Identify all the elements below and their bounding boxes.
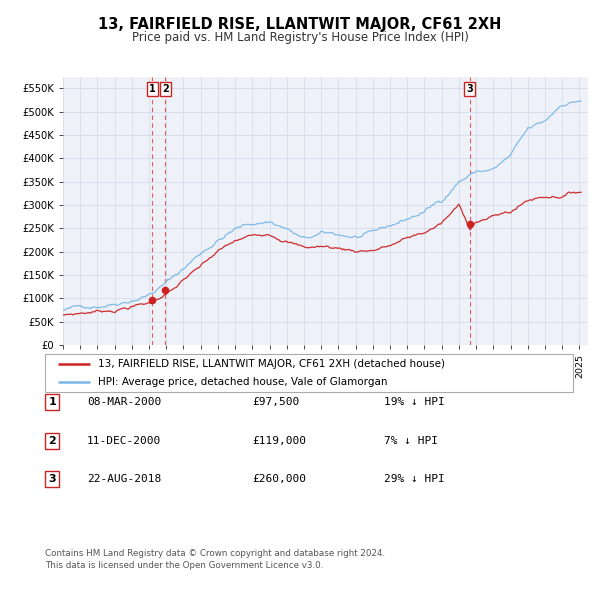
Text: This data is licensed under the Open Government Licence v3.0.: This data is licensed under the Open Gov…	[45, 561, 323, 570]
Text: 2: 2	[49, 436, 56, 445]
Text: 1: 1	[149, 84, 156, 94]
Text: 11-DEC-2000: 11-DEC-2000	[87, 436, 161, 445]
Text: 7% ↓ HPI: 7% ↓ HPI	[384, 436, 438, 445]
Text: £260,000: £260,000	[252, 474, 306, 484]
Text: HPI: Average price, detached house, Vale of Glamorgan: HPI: Average price, detached house, Vale…	[98, 377, 388, 387]
Text: 29% ↓ HPI: 29% ↓ HPI	[384, 474, 445, 484]
Text: 19% ↓ HPI: 19% ↓ HPI	[384, 398, 445, 407]
Text: 2: 2	[162, 84, 169, 94]
Text: Contains HM Land Registry data © Crown copyright and database right 2024.: Contains HM Land Registry data © Crown c…	[45, 549, 385, 558]
Text: 13, FAIRFIELD RISE, LLANTWIT MAJOR, CF61 2XH (detached house): 13, FAIRFIELD RISE, LLANTWIT MAJOR, CF61…	[98, 359, 445, 369]
Text: £119,000: £119,000	[252, 436, 306, 445]
Text: 22-AUG-2018: 22-AUG-2018	[87, 474, 161, 484]
FancyBboxPatch shape	[45, 354, 573, 392]
Text: Price paid vs. HM Land Registry's House Price Index (HPI): Price paid vs. HM Land Registry's House …	[131, 31, 469, 44]
Text: 3: 3	[467, 84, 473, 94]
Text: 3: 3	[49, 474, 56, 484]
Text: 13, FAIRFIELD RISE, LLANTWIT MAJOR, CF61 2XH: 13, FAIRFIELD RISE, LLANTWIT MAJOR, CF61…	[98, 17, 502, 31]
Text: 1: 1	[49, 398, 56, 407]
Text: 08-MAR-2000: 08-MAR-2000	[87, 398, 161, 407]
Text: £97,500: £97,500	[252, 398, 299, 407]
